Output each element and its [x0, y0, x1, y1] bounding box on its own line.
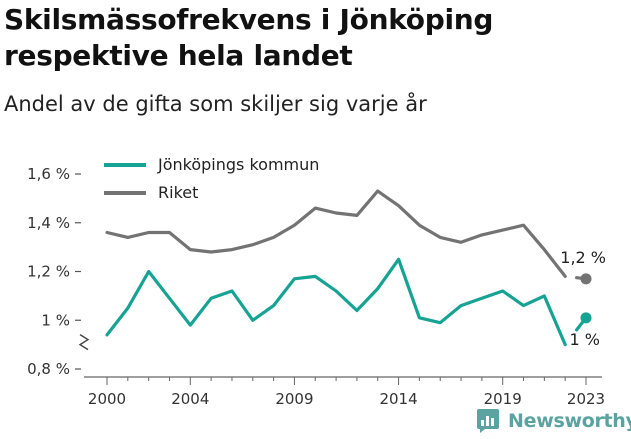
y-tick-label: 1,6 %: [27, 165, 70, 183]
x-tick-label: 2009: [275, 390, 313, 408]
x-tick-label: 2000: [88, 390, 126, 408]
series-line-1: [105, 189, 567, 278]
brand-logo: Newsworthy: [476, 408, 631, 434]
x-tick-label: 2004: [171, 390, 209, 408]
y-tick-label: 1,2 %: [27, 263, 70, 281]
y-tick-label: 1 %: [41, 311, 70, 329]
x-tick-label: 2019: [484, 390, 522, 408]
chart-title: Skilsmässofrekvens i Jönköping respektiv…: [4, 3, 494, 72]
newsworthy-logo-icon: [477, 409, 499, 433]
axis-break-icon: [78, 334, 90, 351]
series-line-0: [105, 257, 567, 347]
end-label-jonkoping: 1 %: [570, 330, 600, 349]
series-end-point-0: [580, 312, 592, 324]
x-tick-label: 2023: [567, 390, 605, 408]
legend-label-1: Riket: [158, 183, 198, 202]
end-label-riket: 1,2 %: [560, 248, 606, 267]
chart-subtitle: Andel av de gifta som skiljer sig varje …: [4, 92, 427, 116]
y-tick-label: 1,4 %: [27, 214, 70, 232]
legend-label-0: Jönköpings kommun: [157, 155, 319, 174]
brand-name: Newsworthy: [508, 410, 631, 432]
x-tick-label: 2014: [379, 390, 417, 408]
y-tick-label: 0,8 %: [27, 360, 70, 378]
series-end-point-1: [580, 273, 592, 285]
